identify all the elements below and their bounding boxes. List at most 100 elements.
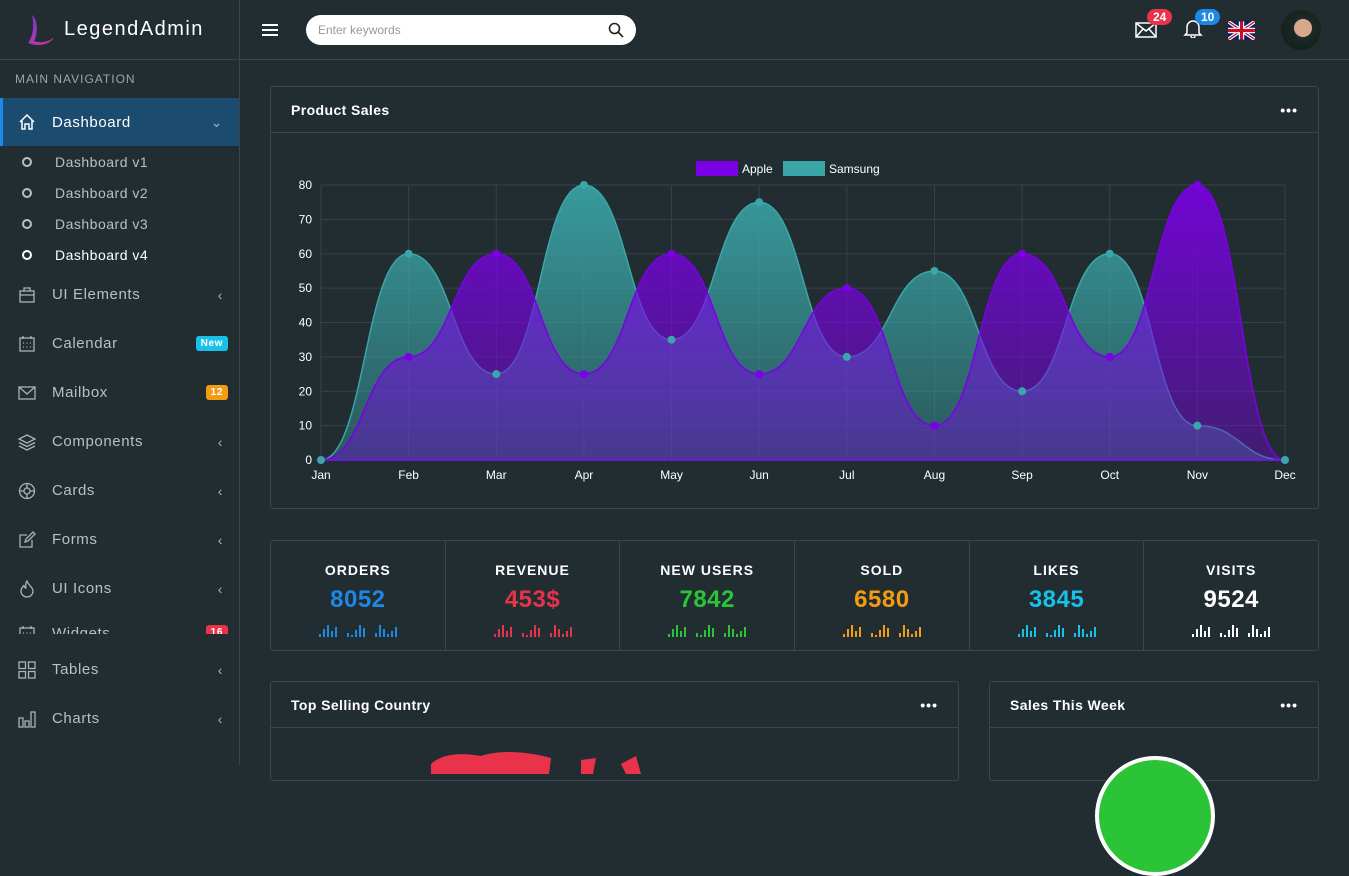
stat-label: REVENUE [495, 562, 570, 578]
sidebar-item-components[interactable]: Components ‹ [0, 417, 239, 466]
more-options-icon[interactable]: ••• [1280, 101, 1298, 118]
sparkline-bar [382, 629, 385, 637]
sidebar-item-cards[interactable]: Cards ‹ [0, 466, 239, 515]
data-point-samsung[interactable] [1105, 249, 1114, 258]
logo[interactable]: LegendAdmin [0, 0, 239, 60]
sidebar-item-calendar[interactable]: Calendar New [0, 319, 239, 368]
data-point-samsung[interactable] [1018, 387, 1027, 396]
sparkline-bar [906, 629, 909, 637]
sidebar-item-mailbox[interactable]: Mailbox 12 [0, 368, 239, 417]
sales-donut-chart [1095, 756, 1215, 876]
data-point-apple[interactable] [842, 284, 851, 293]
data-point-samsung[interactable] [1193, 421, 1202, 430]
stats-strip: ORDERS 8052 REVENUE 453$ NEW USERS 7842 SOLD 65… [270, 540, 1319, 651]
x-tick-label: Jun [750, 468, 769, 482]
language-selector[interactable] [1227, 20, 1256, 45]
data-point-apple[interactable] [1105, 352, 1114, 361]
more-options-icon[interactable]: ••• [920, 696, 938, 713]
mail-button[interactable]: 24 [1135, 9, 1173, 43]
user-avatar[interactable] [1281, 10, 1321, 50]
sparkline-bar [878, 630, 881, 637]
sidebar-item-forms[interactable]: Forms ‹ [0, 515, 239, 564]
data-point-samsung[interactable] [492, 370, 501, 379]
sparkline-bar [1073, 633, 1076, 637]
x-tick-label: Mar [486, 468, 507, 482]
sparkline-bar [1224, 635, 1227, 637]
sparkline-bar [1232, 625, 1235, 637]
product-sales-card: Product Sales ••• 0 10 20 30 40 50 60 70 80 Jan Feb… [270, 86, 1319, 509]
y-tick-label: 80 [299, 178, 313, 192]
sparkline-bar [1260, 634, 1263, 637]
data-point-apple[interactable] [930, 421, 939, 430]
x-tick-label: Oct [1100, 468, 1119, 482]
sidebar-badge: 16 [205, 625, 228, 634]
sparkline-bar [509, 627, 512, 637]
data-point-apple[interactable] [579, 370, 588, 379]
sidebar-item-widgets[interactable]: Widgets 16 [0, 613, 239, 634]
stat-value: 453$ [504, 586, 561, 613]
sparkline-bar [1029, 631, 1032, 637]
sidebar-subitem-dashboard-v4[interactable]: Dashboard v4 [0, 239, 239, 270]
search-input[interactable] [318, 22, 608, 37]
sidebar-item-label: Calendar [52, 335, 118, 352]
data-point-samsung[interactable] [667, 335, 676, 344]
data-point-samsung[interactable] [755, 198, 764, 207]
legend-label[interactable]: Apple [742, 162, 773, 176]
data-point-apple[interactable] [667, 249, 676, 258]
data-point-samsung[interactable] [842, 352, 851, 361]
world-map [431, 751, 641, 774]
legend-swatch [783, 161, 825, 176]
nav-section-heading: MAIN NAVIGATION [15, 72, 136, 86]
data-point-samsung[interactable] [579, 181, 588, 189]
sparkline [795, 619, 969, 637]
notifications-button[interactable]: 10 [1183, 9, 1221, 43]
sidebar-subitem-dashboard-v3[interactable]: Dashboard v3 [0, 208, 239, 239]
more-options-icon[interactable]: ••• [1280, 696, 1298, 713]
legend-label[interactable]: Samsung [829, 162, 880, 176]
search-icon[interactable] [608, 22, 624, 38]
stat-sold: SOLD 6580 [795, 541, 970, 650]
chevron-left-icon: ‹ [217, 286, 223, 303]
stat-revenue: REVENUE 453$ [446, 541, 621, 650]
data-point-samsung[interactable] [1281, 456, 1289, 464]
sidebar-item-tables[interactable]: Tables ‹ [0, 645, 239, 694]
sparkline-bar [533, 625, 536, 637]
sparkline-bar [736, 634, 739, 637]
y-tick-label: 50 [299, 281, 313, 295]
sparkline-bar [569, 627, 572, 637]
mail-icon [1135, 22, 1157, 38]
data-point-apple[interactable] [1018, 249, 1027, 258]
sparkline-bar [744, 627, 747, 637]
sparkline-bar [676, 625, 679, 637]
sparkline-bar [1077, 625, 1080, 637]
sidebar-subitem-dashboard-v1[interactable]: Dashboard v1 [0, 146, 239, 177]
data-point-samsung[interactable] [930, 266, 939, 275]
top-header: 24 10 [240, 0, 1349, 60]
sparkline-bar [1053, 630, 1056, 637]
sidebar-item-ui-icons[interactable]: UI Icons ‹ [0, 564, 239, 613]
menu-toggle-icon[interactable] [262, 21, 278, 39]
sidebar-item-charts[interactable]: Charts ‹ [0, 694, 239, 743]
sparkline-bar [712, 628, 715, 637]
sparkline [271, 619, 445, 637]
sparkline-bar [1200, 625, 1203, 637]
sidebar-subitem-dashboard-v2[interactable]: Dashboard v2 [0, 177, 239, 208]
notification-count-badge: 10 [1195, 9, 1221, 25]
chevron-left-icon: ‹ [217, 580, 223, 597]
data-point-apple[interactable] [1193, 181, 1202, 189]
data-point-samsung[interactable] [404, 249, 413, 258]
data-point-apple[interactable] [492, 249, 501, 258]
data-point-apple[interactable] [755, 370, 764, 379]
sparkline-bar [728, 625, 731, 637]
legend-swatch [696, 161, 738, 176]
subitem-label: Dashboard v2 [55, 184, 149, 201]
app-title: LegendAdmin [64, 18, 204, 40]
sidebar-item-dashboard[interactable]: Dashboard ⌄ [0, 98, 239, 146]
sidebar-item-label: Charts [52, 710, 100, 727]
data-point-apple[interactable] [404, 352, 413, 361]
data-point-samsung[interactable] [317, 456, 325, 464]
sparkline-bar [354, 630, 357, 637]
chevron-left-icon: ‹ [217, 433, 223, 450]
life-ring-icon [18, 482, 36, 500]
sidebar-item-ui-elements[interactable]: UI Elements ‹ [0, 270, 239, 319]
